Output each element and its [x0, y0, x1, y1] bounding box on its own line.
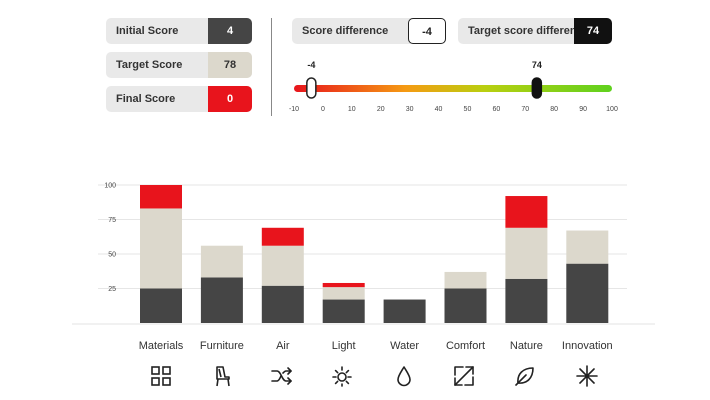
target-score-handle[interactable]: [531, 77, 543, 99]
panel-divider: [271, 18, 272, 116]
slider-tick-label: 20: [377, 106, 385, 113]
asterisk-icon: [576, 365, 598, 387]
final-score: Final Score 0: [106, 86, 252, 112]
score-difference: Score difference -4: [292, 18, 446, 44]
bar-segment-materials-2: [140, 185, 182, 209]
bar-segment-nature-0: [505, 278, 548, 323]
bar-segment-furniture-0: [200, 277, 243, 323]
bar-segment-innovation-1: [566, 230, 609, 264]
final-score-value: 0: [208, 86, 252, 112]
bar-segment-materials-0: [140, 288, 182, 323]
initial-score-value: 4: [208, 18, 252, 44]
target-score-value: 78: [208, 52, 252, 78]
target-score-difference-value: 74: [574, 18, 612, 44]
slider-tick-label: 40: [435, 106, 443, 113]
bar-segment-comfort-0: [444, 288, 487, 323]
final-score-label: Final Score: [116, 93, 176, 105]
slider-tick-label: 30: [406, 106, 414, 113]
bar-segment-innovation-0: [566, 263, 609, 323]
bar-segment-nature-2: [505, 196, 548, 228]
category-label-furniture: Furniture: [199, 340, 244, 352]
score-difference-value: -4: [408, 18, 446, 44]
grid-icon: [151, 366, 171, 386]
y-tick-label: 100: [104, 183, 116, 190]
bar-segment-materials-1: [140, 208, 182, 289]
category-label-air: Air: [276, 340, 290, 352]
slider-tick-label: 90: [579, 106, 587, 113]
bar-segment-light-2: [322, 282, 365, 288]
current-score-label: -4: [307, 60, 315, 70]
bar-segment-light-0: [322, 299, 365, 323]
category-score-chart: 100 75 50 25: [72, 183, 655, 325]
category-label-light: Light: [331, 340, 356, 352]
target-score-marker-label: 74: [532, 60, 542, 70]
category-label-innovation: Innovation: [561, 340, 613, 352]
score-difference-label: Score difference: [302, 25, 389, 37]
y-tick-label: 25: [108, 286, 116, 293]
target-score-label: Target Score: [116, 59, 183, 71]
bar-segment-air-2: [261, 227, 304, 246]
shuffle-icon: [271, 367, 292, 385]
bar-segment-light-1: [322, 287, 365, 300]
bar-segment-water-0: [383, 299, 426, 323]
slider-tick-label: 80: [550, 106, 558, 113]
water-drop-icon: [397, 366, 411, 387]
bar-segment-air-1: [261, 245, 304, 286]
leaf-icon: [515, 367, 534, 386]
current-score-handle[interactable]: [306, 77, 317, 99]
slider-track: [294, 85, 612, 92]
category-label-nature: Nature: [509, 340, 543, 352]
y-tick-label: 50: [108, 252, 116, 259]
category-label-water: Water: [390, 340, 420, 352]
score-slider[interactable]: -10 0 10 20 30 40 50 60 70 80 90 100 -4 74: [286, 58, 620, 120]
slider-tick-label: 100: [606, 106, 618, 113]
category-label-materials: Materials: [138, 340, 184, 352]
sun-icon: [332, 366, 352, 387]
slider-tick-label: 0: [321, 106, 325, 113]
slider-tick-label: 50: [464, 106, 472, 113]
slider-tick-label: 60: [492, 106, 500, 113]
initial-score: Initial Score 4: [106, 18, 252, 44]
chart-baseline: [72, 323, 655, 325]
slider-tick-label: -10: [289, 106, 299, 113]
bar-segment-air-0: [261, 285, 304, 323]
target-score-difference: Target score difference 74: [458, 18, 612, 44]
bar-segment-furniture-1: [200, 245, 243, 278]
bar-segment-comfort-1: [444, 271, 487, 289]
y-tick-label: 75: [108, 217, 116, 224]
initial-score-label: Initial Score: [116, 25, 179, 37]
slider-tick-label: 10: [348, 106, 356, 113]
target-score-difference-label: Target score difference: [468, 25, 589, 37]
slider-tick-label: 70: [521, 106, 529, 113]
target-score: Target Score 78: [106, 52, 252, 78]
expand-icon: [454, 366, 474, 386]
category-label-comfort: Comfort: [445, 340, 486, 352]
bar-segment-nature-1: [505, 227, 548, 279]
chair-icon: [216, 366, 230, 387]
